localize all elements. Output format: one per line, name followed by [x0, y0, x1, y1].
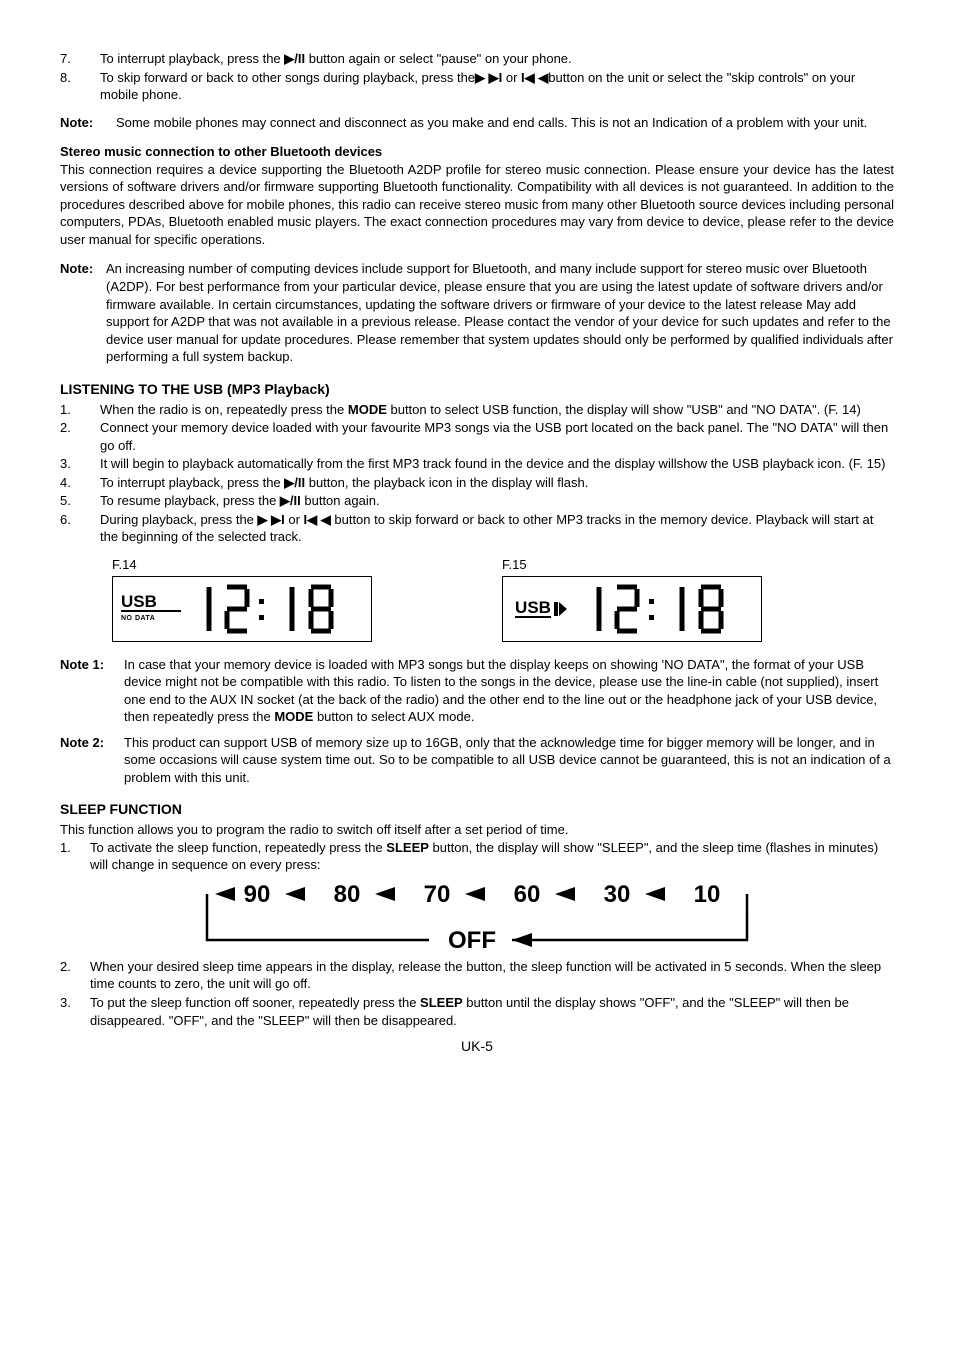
figure-row: F.14 USB NO DATA [112, 556, 894, 642]
usb-list: 1. When the radio is on, repeatedly pres… [60, 401, 894, 546]
list-item: 2. When your desired sleep time appears … [60, 958, 894, 993]
note-label: Note: [60, 114, 116, 132]
note-label: Note 1: [60, 656, 124, 726]
sleep-heading: SLEEP FUNCTION [60, 800, 894, 819]
list-item: 1. When the radio is on, repeatedly pres… [60, 401, 894, 419]
list-item: 8. To skip forward or back to other song… [60, 69, 894, 104]
item-text: To interrupt playback, press the ▶/II bu… [100, 50, 894, 68]
sleep-diagram: 90 80 70 60 30 10 OFF [60, 882, 894, 952]
note-body: Some mobile phones may connect and disco… [116, 114, 894, 132]
sleep-list-2: 2. When your desired sleep time appears … [60, 958, 894, 1029]
item-text: To skip forward or back to other songs d… [100, 69, 894, 104]
list-item: 7. To interrupt playback, press the ▶/II… [60, 50, 894, 68]
list-item: 6. During playback, press the ▶ ▶I or I◀… [60, 511, 894, 546]
note-top: Note: Some mobile phones may connect and… [60, 114, 894, 132]
usb-label: USB [515, 599, 551, 618]
play-icon [553, 600, 567, 618]
page-footer: UK-5 [60, 1037, 894, 1056]
list-item: 1. To activate the sleep function, repea… [60, 839, 894, 874]
note-1: Note 1: In case that your memory device … [60, 656, 894, 726]
note-label: Note 2: [60, 734, 124, 787]
list-item: 3. It will begin to playback automatical… [60, 455, 894, 473]
note-body: An increasing number of computing device… [106, 260, 894, 365]
nodata-label: NO DATA [121, 614, 181, 623]
note-label: Note: [60, 260, 106, 365]
stereo-heading: Stereo music connection to other Bluetoo… [60, 143, 894, 161]
note-2: Note 2: This product can support USB of … [60, 734, 894, 787]
figure-f15: F.15 USB [502, 556, 762, 642]
sleep-val: 30 [604, 882, 631, 908]
item-number: 7. [60, 50, 100, 68]
sleep-val: 90 [244, 882, 271, 908]
note-body: This product can support USB of memory s… [124, 734, 894, 787]
note-body: In case that your memory device is loade… [124, 656, 894, 726]
list-item: 2. Connect your memory device loaded wit… [60, 419, 894, 454]
sleep-val: 60 [514, 882, 541, 908]
sleep-val: 80 [334, 882, 361, 908]
sleep-val: 10 [694, 882, 721, 908]
top-list: 7. To interrupt playback, press the ▶/II… [60, 50, 894, 104]
time-digits [181, 581, 363, 637]
sleep-off: OFF [448, 927, 496, 952]
list-item: 4. To interrupt playback, press the ▶/II… [60, 474, 894, 492]
list-item: 5. To resume playback, press the ▶/II bu… [60, 492, 894, 510]
stereo-body: This connection requires a device suppor… [60, 161, 894, 249]
lcd-display: USB NO DATA [112, 576, 372, 642]
usb-heading: LISTENING TO THE USB (MP3 Playback) [60, 380, 894, 399]
note-mid: Note: An increasing number of computing … [60, 260, 894, 365]
sleep-intro: This function allows you to program the … [60, 821, 894, 839]
sleep-val: 70 [424, 882, 451, 908]
usb-label: USB [121, 593, 181, 612]
time-digits [571, 581, 753, 637]
figure-f14: F.14 USB NO DATA [112, 556, 372, 642]
sleep-list-1: 1. To activate the sleep function, repea… [60, 839, 894, 874]
lcd-display: USB [502, 576, 762, 642]
item-number: 8. [60, 69, 100, 104]
list-item: 3. To put the sleep function off sooner,… [60, 994, 894, 1029]
